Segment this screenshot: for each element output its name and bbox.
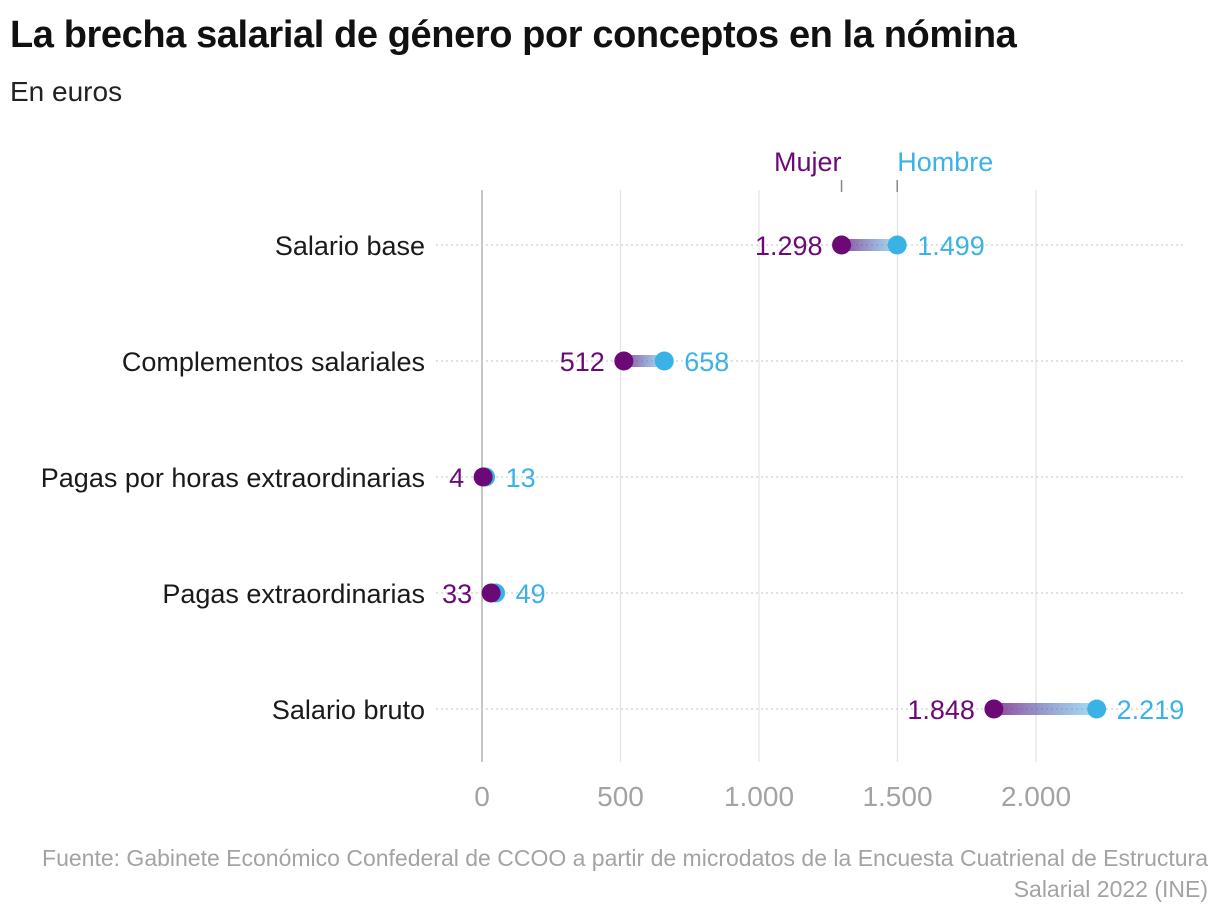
hombre-dot [1087,699,1107,719]
mujer-dot [473,467,493,487]
hombre-value-label: 49 [516,579,546,609]
legend-mujer: Mujer [774,147,842,177]
mujer-value-label: 1.298 [755,231,823,261]
hombre-dot [654,351,674,371]
hombre-value-label: 13 [506,463,536,493]
hombre-value-label: 1.499 [917,231,985,261]
category-label: Salario bruto [272,695,425,725]
hombre-value-label: 658 [684,347,729,377]
mujer-dot [984,699,1004,719]
mujer-value-label: 512 [560,347,605,377]
x-tick-label: 1.000 [724,781,794,812]
category-label: Pagas por horas extraordinarias [41,463,425,493]
x-tick-label: 0 [474,781,490,812]
source-note: Fuente: Gabinete Económico Confederal de… [42,845,1208,902]
x-tick-label: 2.000 [1001,781,1071,812]
x-tick-label: 1.500 [862,781,932,812]
category-label: Salario base [275,231,425,261]
category-label: Complementos salariales [122,347,425,377]
hombre-dot [887,235,907,255]
chart-title: La brecha salarial de género por concept… [10,14,1017,56]
gap-bar [841,239,898,251]
gap-bar [993,703,1097,715]
x-tick-label: 500 [597,781,644,812]
category-label: Pagas extraordinarias [162,579,425,609]
mujer-dot [481,583,501,603]
mujer-value-label: 1.848 [907,695,975,725]
legend-hombre: Hombre [897,147,993,177]
chart-subtitle: En euros [10,76,123,107]
gap-bar [623,355,665,367]
mujer-value-label: 4 [449,463,464,493]
mujer-value-label: 33 [442,579,472,609]
mujer-dot [614,351,634,371]
hombre-value-label: 2.219 [1117,695,1185,725]
mujer-dot [832,235,852,255]
